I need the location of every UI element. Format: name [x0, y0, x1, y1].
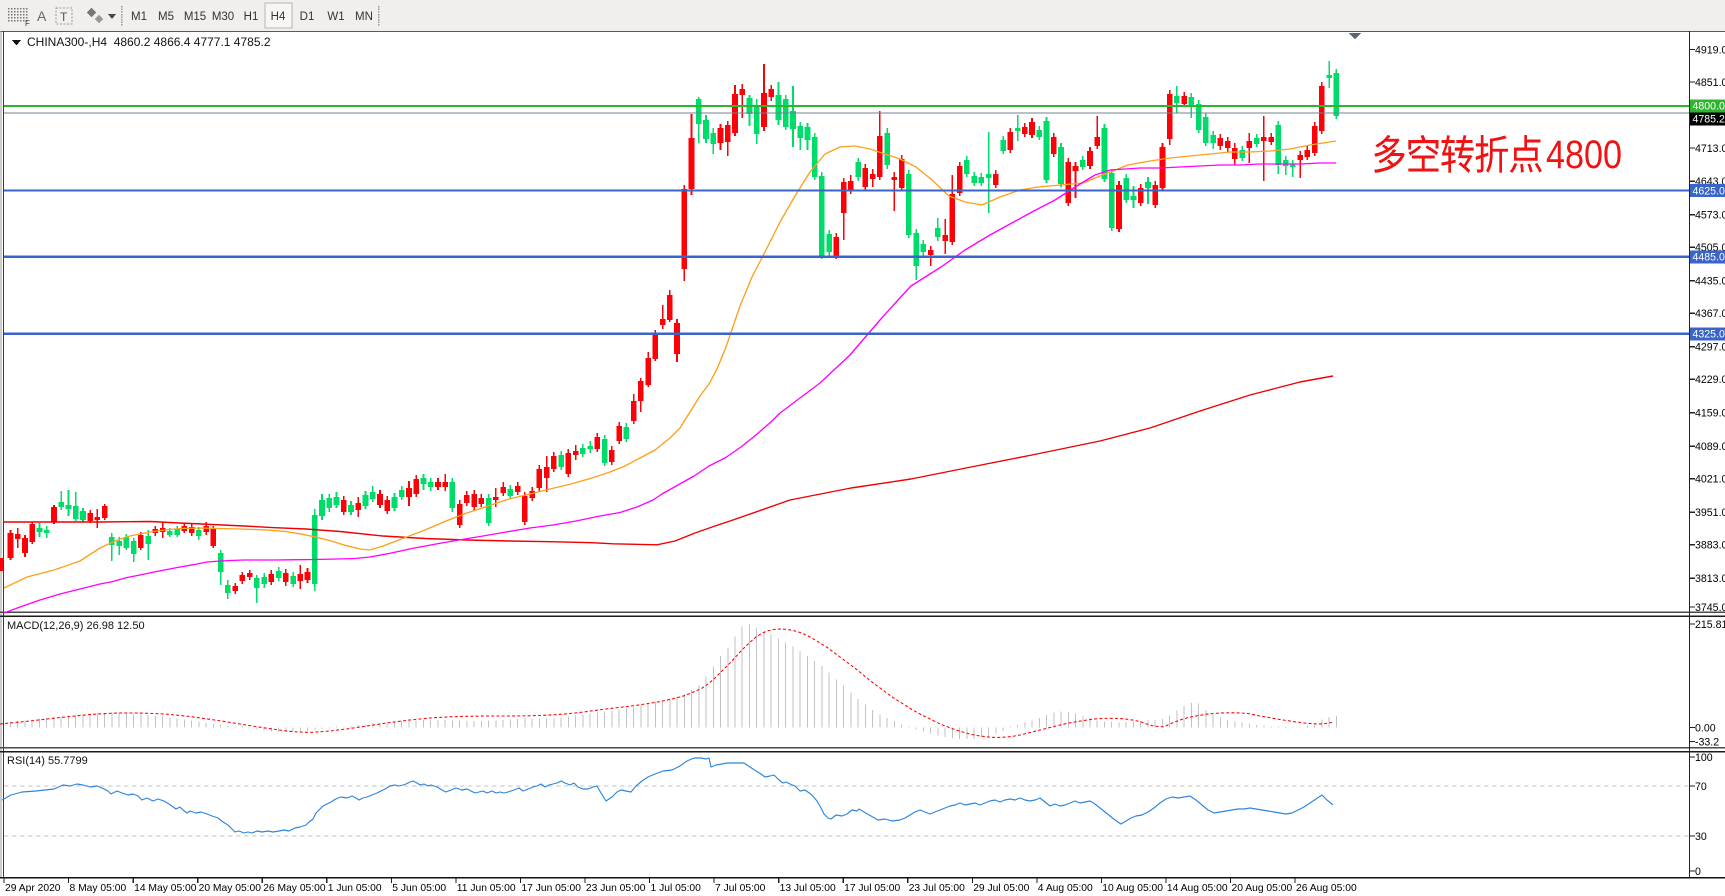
svg-text:H1: H1 — [244, 11, 259, 23]
svg-text:0.00: 0.00 — [1695, 722, 1716, 734]
svg-text:13 Jul 05:00: 13 Jul 05:00 — [780, 883, 836, 894]
svg-text:26 May 05:00: 26 May 05:00 — [263, 883, 326, 894]
svg-text:4625.0: 4625.0 — [1693, 185, 1725, 197]
svg-text:3883.0: 3883.0 — [1695, 540, 1725, 552]
svg-text:MN: MN — [355, 11, 373, 23]
svg-text:29 Apr 2020: 29 Apr 2020 — [5, 883, 61, 894]
svg-text:14 Aug 05:00: 14 Aug 05:00 — [1167, 883, 1228, 894]
svg-text:4785.2: 4785.2 — [1693, 114, 1725, 126]
svg-text:1 Jun 05:00: 1 Jun 05:00 — [328, 883, 382, 894]
svg-text:3951.0: 3951.0 — [1695, 507, 1725, 519]
svg-text:5 Jun 05:00: 5 Jun 05:00 — [392, 883, 446, 894]
svg-text:4573.0: 4573.0 — [1695, 210, 1725, 222]
svg-text:23 Jul 05:00: 23 Jul 05:00 — [909, 883, 965, 894]
svg-text:4919.0: 4919.0 — [1695, 44, 1725, 56]
svg-text:3745.0: 3745.0 — [1695, 602, 1725, 614]
svg-text:30: 30 — [1695, 831, 1707, 843]
svg-text:4229.0: 4229.0 — [1695, 374, 1725, 386]
svg-text:17 Jul 05:00: 17 Jul 05:00 — [844, 883, 900, 894]
svg-text:29 Jul 05:00: 29 Jul 05:00 — [973, 883, 1029, 894]
svg-text:4089.0: 4089.0 — [1695, 441, 1725, 453]
svg-text:7 Jul 05:00: 7 Jul 05:00 — [715, 883, 766, 894]
svg-text:1 Jul 05:00: 1 Jul 05:00 — [651, 883, 702, 894]
svg-text:20 May 05:00: 20 May 05:00 — [199, 883, 262, 894]
svg-text:CHINA300-,H4 4860.2 4866.4 47: CHINA300-,H4 4860.2 4866.4 4777.1 4785.2 — [27, 35, 271, 49]
svg-text:4159.0: 4159.0 — [1695, 408, 1725, 420]
svg-text:14 May 05:00: 14 May 05:00 — [134, 883, 197, 894]
svg-text:H4: H4 — [271, 11, 286, 23]
svg-text:A: A — [37, 8, 47, 24]
svg-text:D1: D1 — [300, 11, 315, 23]
svg-text:M30: M30 — [212, 11, 234, 23]
svg-text:MACD(12,26,9) 26.98 12.50: MACD(12,26,9) 26.98 12.50 — [7, 620, 145, 632]
svg-text:4297.0: 4297.0 — [1695, 342, 1725, 354]
svg-text:3813.0: 3813.0 — [1695, 573, 1725, 585]
svg-text:RSI(14) 55.7799: RSI(14) 55.7799 — [7, 755, 88, 767]
svg-text:20 Aug 05:00: 20 Aug 05:00 — [1232, 883, 1293, 894]
svg-text:M5: M5 — [158, 11, 174, 23]
svg-text:4800.0: 4800.0 — [1693, 101, 1725, 113]
svg-text:26 Aug 05:00: 26 Aug 05:00 — [1296, 883, 1357, 894]
svg-text:-33.2: -33.2 — [1695, 736, 1719, 748]
svg-text:4021.0: 4021.0 — [1695, 474, 1725, 486]
svg-text:8 May 05:00: 8 May 05:00 — [70, 883, 127, 894]
svg-text:4435.0: 4435.0 — [1695, 276, 1725, 288]
svg-text:70: 70 — [1695, 781, 1707, 793]
svg-text:4 Aug 05:00: 4 Aug 05:00 — [1038, 883, 1093, 894]
svg-text:4485.0: 4485.0 — [1693, 252, 1725, 264]
svg-text:17 Jun 05:00: 17 Jun 05:00 — [521, 883, 581, 894]
svg-text:4713.0: 4713.0 — [1695, 143, 1725, 155]
svg-text:W1: W1 — [327, 11, 344, 23]
svg-text:4367.0: 4367.0 — [1695, 308, 1725, 320]
svg-text:10 Aug 05:00: 10 Aug 05:00 — [1102, 883, 1163, 894]
svg-text:4325.0: 4325.0 — [1693, 329, 1725, 341]
svg-text:23 Jun 05:00: 23 Jun 05:00 — [586, 883, 646, 894]
svg-text:4851.0: 4851.0 — [1695, 77, 1725, 89]
svg-text:M15: M15 — [184, 11, 206, 23]
svg-text:100: 100 — [1695, 752, 1713, 764]
svg-text:4800: 4800 — [1546, 133, 1622, 177]
svg-text:0: 0 — [1695, 866, 1701, 878]
svg-text:F: F — [25, 19, 30, 28]
svg-text:T: T — [60, 10, 68, 24]
svg-text:M1: M1 — [131, 11, 147, 23]
svg-text:11 Jun 05:00: 11 Jun 05:00 — [457, 883, 516, 894]
svg-text:215.81: 215.81 — [1695, 619, 1725, 631]
